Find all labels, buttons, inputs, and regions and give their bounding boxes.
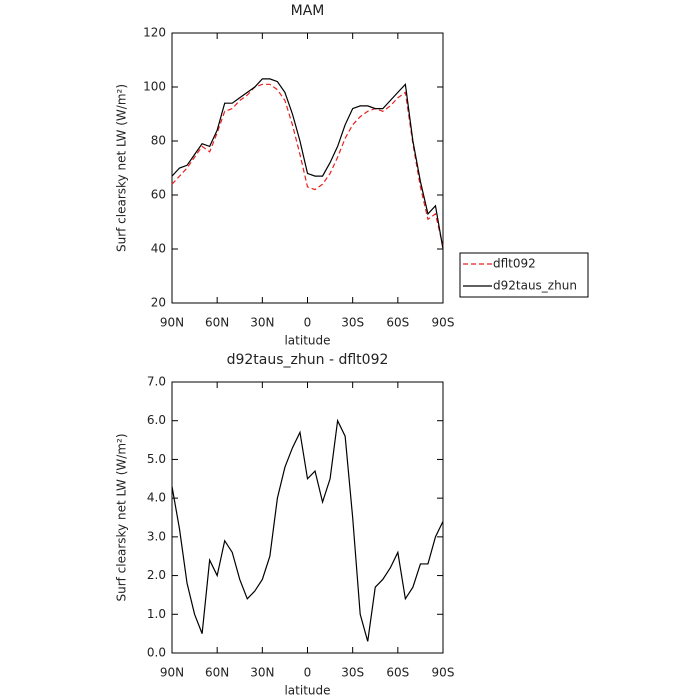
y-tick-label: 20 [151, 296, 166, 310]
y-tick-label: 1.0 [147, 607, 166, 621]
x-tick-label: 90S [432, 316, 455, 330]
legend-label: d92taus_zhun [493, 279, 577, 293]
legend-box [459, 252, 589, 298]
x-axis-label: latitude [284, 684, 330, 698]
x-tick-label: 60S [386, 666, 409, 680]
x-tick-label: 90N [160, 666, 184, 680]
x-tick-label: 60N [205, 316, 229, 330]
y-tick-label: 80 [151, 134, 166, 148]
y-tick-label: 0.0 [147, 646, 166, 660]
chart-title: MAM [291, 3, 325, 19]
y-tick-label: 3.0 [147, 529, 166, 543]
plot-frame [171, 32, 444, 304]
plot-frame [171, 381, 444, 654]
x-tick-label: 60S [386, 316, 409, 330]
y-tick-label: 7.0 [147, 375, 166, 389]
x-tick-label: 0 [304, 316, 312, 330]
x-tick-label: 30N [250, 316, 274, 330]
x-tick-label: 90N [160, 316, 184, 330]
x-tick-label: 30S [341, 666, 364, 680]
x-axis-label: latitude [284, 334, 330, 348]
y-tick-label: 5.0 [147, 452, 166, 466]
x-tick-label: 0 [304, 666, 312, 680]
x-tick-label: 60N [205, 666, 229, 680]
y-tick-label: 100 [143, 80, 166, 94]
x-tick-label: 90S [432, 666, 455, 680]
y-tick-label: 40 [151, 242, 166, 256]
y-axis-label: Surf clearsky net LW (W/m²) [115, 433, 129, 601]
y-tick-label: 60 [151, 188, 166, 202]
data-line [171, 78, 444, 250]
y-axis-label: Surf clearsky net LW (W/m²) [115, 84, 129, 252]
y-tick-label: 120 [143, 26, 166, 40]
y-tick-label: 6.0 [147, 413, 166, 427]
chart-title: d92taus_zhun - dflt092 [227, 352, 389, 368]
data-line [171, 418, 444, 642]
x-tick-label: 30S [341, 316, 364, 330]
y-tick-label: 4.0 [147, 491, 166, 505]
x-tick-label: 30N [250, 666, 274, 680]
y-tick-label: 2.0 [147, 568, 166, 582]
data-line [171, 83, 444, 247]
legend-label: dflt092 [493, 257, 536, 271]
